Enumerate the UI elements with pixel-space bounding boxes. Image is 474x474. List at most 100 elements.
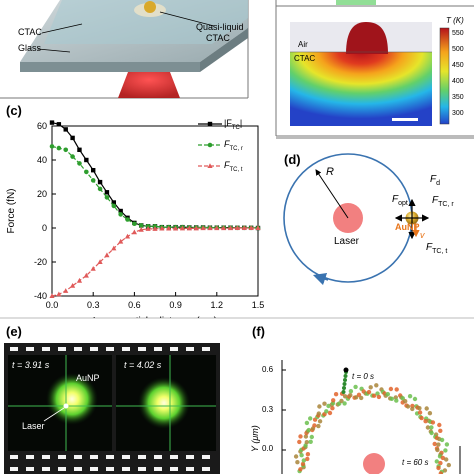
data-point [207, 225, 213, 231]
trajectory-point [295, 460, 300, 465]
data-point [84, 169, 89, 175]
traj-annotation-t60: t = 60 s [402, 458, 429, 467]
data-point [90, 178, 96, 183]
trajectory-point [388, 386, 394, 392]
data-point [193, 225, 199, 231]
data-point [84, 157, 89, 163]
trajectory-point [366, 389, 372, 395]
force-chart: 60 40 20 0 -20 -400.0 0.3 0.6 0.9 1.2 1.5 Laser-par… [6, 120, 264, 318]
label-ctac: CTAC [18, 27, 42, 37]
label-laser-d: Laser [334, 236, 360, 247]
data-point [77, 161, 82, 166]
trajectory-point [376, 394, 382, 400]
label-fopt: Fopt [392, 194, 408, 207]
data-point [186, 225, 192, 231]
trajectory-point [394, 387, 399, 392]
panel-e-label: (e) [6, 324, 22, 339]
trajectory-point [412, 396, 418, 402]
trajectory-point [400, 396, 405, 401]
traj-ytick: 0.6 [262, 365, 274, 374]
label-R: R [326, 166, 334, 178]
data-point [255, 225, 261, 230]
data-point [111, 200, 116, 205]
trajectory-point [444, 442, 450, 447]
data-point [90, 266, 96, 271]
trajectory-point [371, 393, 377, 398]
trajectory-point [299, 453, 304, 458]
panel-f-label: (f) [252, 324, 265, 339]
traj-ytick: 0.0 [262, 444, 274, 453]
trajectory-point [417, 406, 422, 411]
data-point [56, 122, 62, 127]
trajectory-point [443, 448, 448, 453]
panel-a-illustration [20, 0, 248, 98]
trajectory-point [423, 419, 428, 424]
data-point [76, 277, 83, 283]
data-point [56, 145, 62, 151]
data-point [138, 226, 144, 232]
trajectory-point [298, 434, 303, 439]
x-tick-label: 0.0 [46, 300, 59, 310]
panel-a: CTAC Glass Quasi-liquid CTAC [0, 0, 248, 98]
trajectory-point [354, 395, 359, 400]
film-strip-graphics [8, 347, 216, 471]
trajectory-point [342, 401, 347, 406]
trajectory-point [444, 457, 449, 462]
x-tick-label: 1.2 [211, 300, 224, 310]
trajectory-point [327, 410, 333, 416]
trajectory-point [432, 441, 437, 447]
y-axis-label: Force (fN) [6, 189, 17, 234]
trajectory-point [440, 455, 446, 461]
data-point [221, 225, 227, 231]
trajectory-point [316, 423, 321, 429]
trajectory-point [339, 398, 344, 404]
trajectory-point [293, 454, 299, 459]
trajectory-point [438, 471, 443, 474]
panel-d-label: (d) [284, 152, 301, 167]
y-tick-label: 0 [42, 223, 47, 233]
data-point [132, 221, 137, 227]
label-ftcr: FTC, r [432, 195, 454, 208]
data-point [104, 190, 110, 195]
trajectory-point [305, 452, 311, 457]
trajectory-point [316, 411, 321, 416]
trajectory-point [301, 458, 306, 463]
trajectory-point [304, 420, 310, 426]
trajectory-point [308, 439, 313, 444]
data-point [97, 179, 103, 185]
data-point [49, 120, 55, 125]
trajectory-point [300, 461, 306, 467]
trajectory-point [389, 396, 394, 401]
data-point [49, 293, 55, 298]
trajectory-start-point [343, 374, 348, 378]
legend-item: |FTC| [224, 118, 243, 131]
data-point [49, 144, 55, 149]
colorbar-title: T (K) [446, 16, 464, 25]
trajectory-point [304, 440, 309, 445]
data-point [63, 288, 69, 293]
force-diagram [283, 153, 430, 286]
trajectory-point [331, 398, 336, 403]
trajectory-point [430, 420, 436, 425]
y-tick-label: -20 [34, 257, 47, 267]
data-point [131, 229, 137, 235]
trajectory-point [403, 399, 408, 404]
trajectory-point [322, 401, 327, 406]
legend-item: FTC, r [224, 139, 243, 152]
data-point [227, 225, 234, 231]
thermal-map [290, 0, 450, 126]
trajectory-point [438, 428, 443, 433]
trajectory-point [419, 415, 424, 421]
data-point [63, 147, 69, 153]
legend-marker [207, 163, 213, 168]
trajectory-point [348, 389, 354, 394]
trajectory-point [306, 427, 311, 433]
label-aunp-e: AuNP [76, 373, 100, 383]
trajectory-point [438, 460, 443, 466]
trajectory-point [297, 439, 302, 445]
trajectory-point [405, 404, 411, 409]
trajectory-point [434, 459, 439, 464]
label-quasi-liquid: Quasi-liquid [196, 22, 244, 32]
data-point [97, 259, 103, 264]
x-tick-label: 0.6 [128, 300, 141, 310]
